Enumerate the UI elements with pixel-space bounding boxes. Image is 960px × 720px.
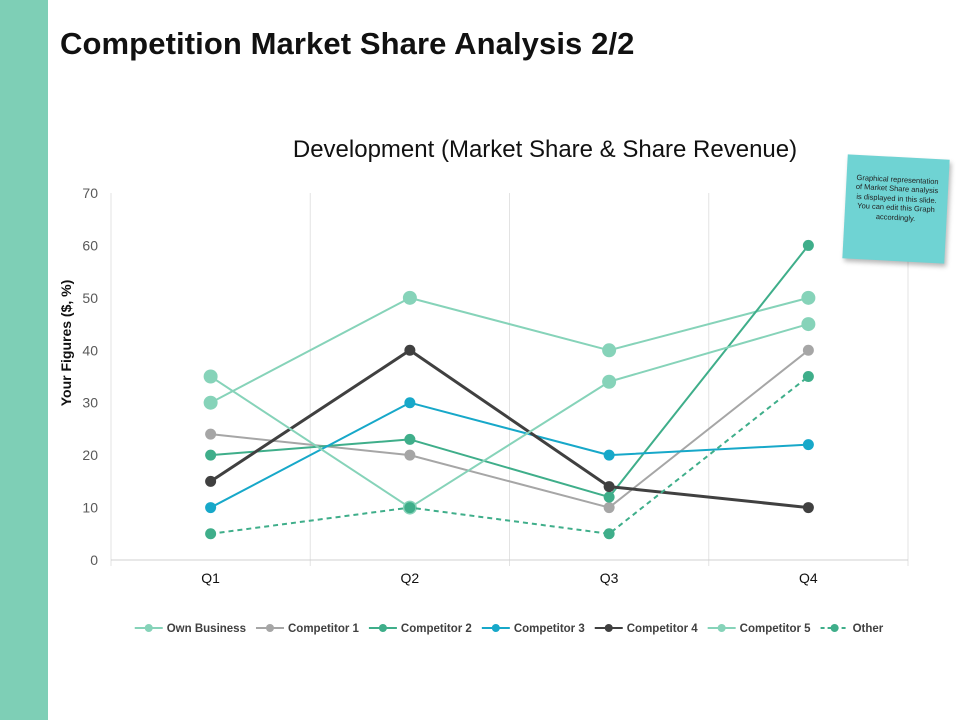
y-tick-label: 20 <box>82 447 98 463</box>
y-axis-label: Your Figures ($, %) <box>58 280 74 407</box>
x-tick-label: Q3 <box>600 570 619 586</box>
y-tick-label: 0 <box>90 552 98 568</box>
series-competitor-3 <box>205 397 814 514</box>
legend-item: Competitor 2 <box>368 623 472 635</box>
legend-marker <box>830 624 839 632</box>
data-point <box>404 433 416 445</box>
data-point <box>801 290 816 305</box>
legend-item: Own Business <box>134 623 246 635</box>
legend-label: Competitor 1 <box>288 623 360 635</box>
x-tick-label: Q4 <box>799 570 818 586</box>
data-point <box>205 428 217 440</box>
series-competitor-4 <box>205 344 814 514</box>
legend-label: Competitor 2 <box>401 623 472 635</box>
data-point <box>802 371 814 382</box>
y-tick-label: 30 <box>82 395 98 411</box>
axis-layer: 0 10 20 30 40 50 60 70 Q1 Q2 Q3 Q4 <box>82 185 908 586</box>
y-tick-label: 60 <box>82 237 98 253</box>
data-point <box>205 528 217 540</box>
data-point <box>203 395 218 410</box>
series-line <box>210 323 809 509</box>
data-point <box>802 439 814 451</box>
data-point <box>603 502 615 514</box>
x-tick-label: Q2 <box>401 570 420 586</box>
legend-marker <box>604 624 613 632</box>
legend-item: Competitor 1 <box>255 623 360 635</box>
data-point <box>802 239 814 251</box>
y-tick-label: 50 <box>82 290 98 306</box>
series-line <box>210 296 809 404</box>
chart-title: Development (Market Share & Share Revenu… <box>293 136 797 163</box>
legend-label: Competitor 4 <box>627 623 699 635</box>
series-line <box>210 244 810 499</box>
data-point <box>801 317 816 332</box>
slide-title: Competition Market Share Analysis 2/2 <box>60 26 635 61</box>
series-line <box>210 401 809 509</box>
legend-label: Competitor 5 <box>740 623 812 635</box>
data-point <box>602 343 617 358</box>
data-point <box>205 475 217 487</box>
legend-item: Competitor 5 <box>707 623 812 635</box>
legend-label: Competitor 3 <box>514 623 585 635</box>
y-tick-label: 10 <box>82 500 98 516</box>
legend-marker <box>378 624 387 632</box>
legend-item: Other <box>820 623 884 635</box>
data-point <box>603 481 615 493</box>
series-competitor-1 <box>205 344 814 514</box>
legend: Own Business Competitor 1 Competitor 2 Comp… <box>134 623 884 635</box>
y-tick-label: 40 <box>82 342 98 358</box>
data-point <box>404 397 416 409</box>
sticky-note: Graphical representation of Market Share… <box>842 154 950 264</box>
legend-item: Competitor 3 <box>481 623 585 635</box>
data-point <box>802 344 814 356</box>
legend-label: Other <box>853 623 884 635</box>
accent-side-bar <box>0 0 48 720</box>
data-point <box>404 502 416 514</box>
series-other <box>205 371 814 540</box>
data-point <box>404 344 416 356</box>
data-point <box>205 502 217 514</box>
legend-marker <box>265 624 274 632</box>
y-tick-label: 70 <box>82 185 98 201</box>
series-line <box>210 349 809 509</box>
data-point <box>602 374 617 389</box>
legend-marker <box>717 624 726 632</box>
legend-label: Own Business <box>167 623 246 635</box>
grid-layer <box>110 193 909 566</box>
data-point <box>603 449 615 461</box>
x-tick-label: Q1 <box>201 570 220 586</box>
series-competitor-2 <box>205 239 814 503</box>
data-point <box>603 491 615 503</box>
data-point <box>203 369 218 384</box>
series-line <box>210 375 809 535</box>
series-own-business <box>203 290 816 410</box>
data-point <box>404 449 416 461</box>
data-point <box>205 449 217 461</box>
series-line <box>209 348 809 510</box>
data-point <box>402 290 417 305</box>
data-point <box>802 502 814 514</box>
data-point <box>603 528 615 540</box>
series-layer <box>203 239 816 540</box>
legend-marker <box>144 624 153 632</box>
legend-item: Competitor 4 <box>594 623 699 635</box>
legend-marker <box>491 624 500 632</box>
